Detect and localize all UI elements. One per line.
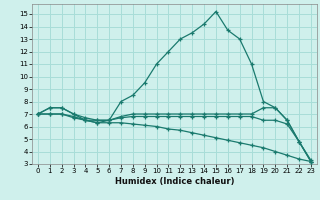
X-axis label: Humidex (Indice chaleur): Humidex (Indice chaleur) xyxy=(115,177,234,186)
